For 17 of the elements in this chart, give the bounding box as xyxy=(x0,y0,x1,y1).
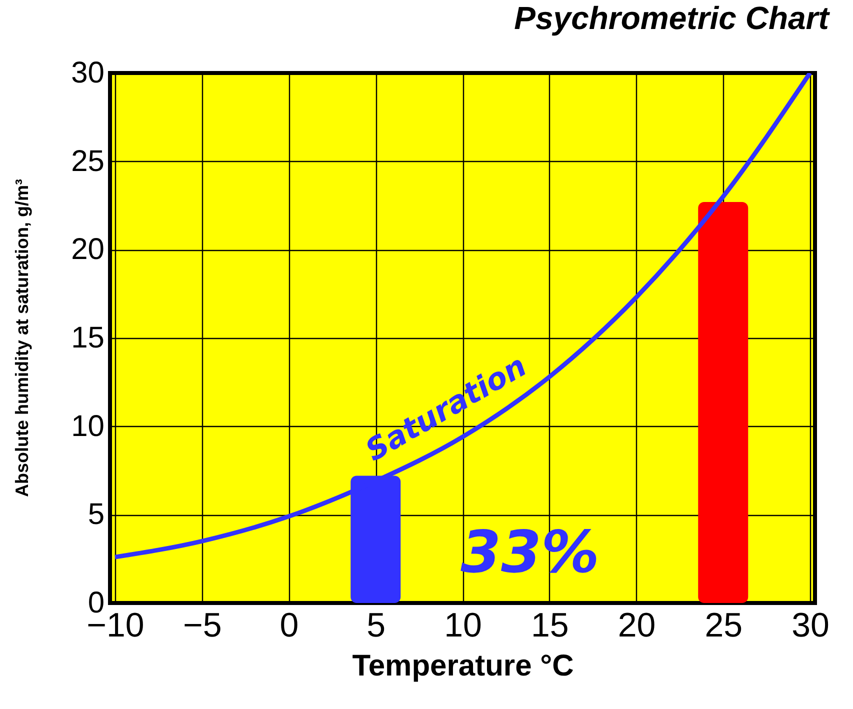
x-tick-label: 20 xyxy=(618,606,656,644)
x-tick-label: 0 xyxy=(280,606,299,644)
x-tick-label: 30 xyxy=(792,606,830,644)
y-tick-label: 15 xyxy=(71,322,104,354)
x-tick-label: 25 xyxy=(704,606,743,644)
y-tick-label: 5 xyxy=(88,498,104,532)
y-tick-label: 10 xyxy=(71,410,104,443)
x-axis-title: Temperature °C xyxy=(352,650,574,682)
y-axis-title: Absolute humidity at saturation, g/m³ xyxy=(12,178,32,498)
x-tick-label: 15 xyxy=(530,606,569,644)
x-tick-label: −5 xyxy=(182,606,222,644)
chart-title: Psychrometric Chart xyxy=(514,0,830,36)
y-tick-label: 25 xyxy=(71,144,104,178)
x-tick-label: 10 xyxy=(444,606,482,644)
y-tick-label: 20 xyxy=(71,233,104,266)
x-tick-label: 5 xyxy=(366,606,386,644)
y-tick-label: 30 xyxy=(71,56,104,90)
